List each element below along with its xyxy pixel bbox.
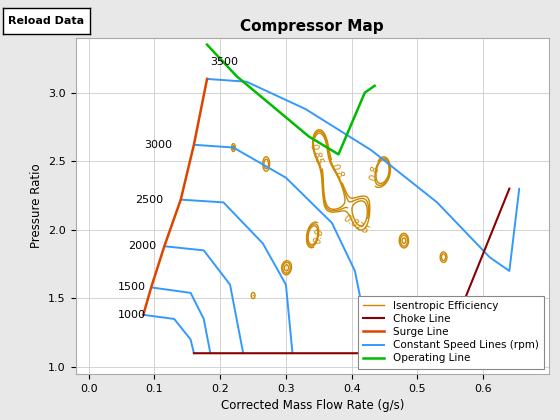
Text: 0.85: 0.85 — [308, 142, 325, 166]
Surge Line — [161, 244, 167, 249]
Text: 0.8: 0.8 — [313, 227, 325, 244]
Constant Speed Lines (rpm) — [171, 316, 178, 321]
Operating Line — [335, 152, 342, 157]
Legend: Isentropic Efficiency, Choke Line, Surge Line, Constant Speed Lines (rpm), Opera: Isentropic Efficiency, Choke Line, Surge… — [358, 296, 544, 369]
Line: Operating Line: Operating Line — [207, 45, 375, 155]
Operating Line — [361, 90, 368, 95]
X-axis label: Corrected Mass Flow Rate (g/s): Corrected Mass Flow Rate (g/s) — [221, 399, 404, 412]
Choke Line — [454, 316, 460, 321]
Constant Speed Lines (rpm) — [187, 337, 194, 342]
Text: 0.8: 0.8 — [329, 162, 345, 181]
Choke Line — [506, 186, 513, 191]
Choke Line — [240, 351, 246, 356]
Operating Line — [371, 83, 378, 88]
Constant Speed Lines (rpm) — [140, 312, 147, 318]
Operating Line — [273, 107, 279, 112]
Text: 1500: 1500 — [118, 282, 146, 292]
Surge Line — [178, 197, 184, 202]
Line: Surge Line: Surge Line — [143, 79, 207, 315]
Text: 3000: 3000 — [144, 140, 172, 150]
Text: Reload Data: Reload Data — [8, 16, 84, 26]
Text: 1000: 1000 — [118, 310, 146, 320]
Line: Choke Line: Choke Line — [194, 189, 510, 353]
Operating Line — [204, 42, 211, 47]
Text: 0.825: 0.825 — [342, 213, 371, 237]
Constant Speed Lines (rpm) — [190, 351, 197, 356]
Surge Line — [204, 76, 211, 81]
Title: Compressor Map: Compressor Map — [240, 19, 384, 34]
Operating Line — [306, 134, 312, 139]
Operating Line — [234, 74, 240, 79]
Surge Line — [190, 142, 197, 147]
Choke Line — [207, 351, 214, 356]
Surge Line — [148, 285, 155, 290]
Text: 2500: 2500 — [135, 194, 163, 205]
Choke Line — [368, 351, 375, 356]
Choke Line — [190, 351, 197, 356]
Text: 3500: 3500 — [211, 58, 239, 68]
Line: Constant Speed Lines (rpm): Constant Speed Lines (rpm) — [143, 315, 194, 353]
Choke Line — [289, 351, 296, 356]
Surge Line — [140, 312, 147, 318]
Text: 2000: 2000 — [128, 241, 156, 251]
Y-axis label: Pressure Ratio: Pressure Ratio — [30, 163, 43, 248]
Text: 0.8: 0.8 — [368, 165, 380, 182]
